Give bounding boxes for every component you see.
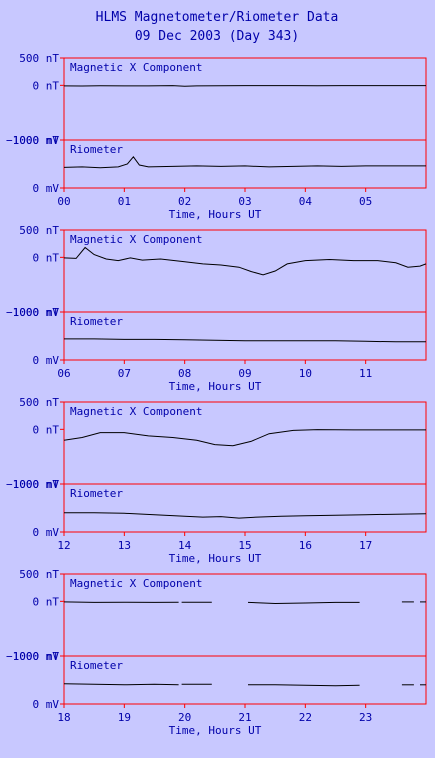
riometer-y-tick-label: 1000 mV: [13, 134, 60, 147]
riometer-y-tick-label: 1000 mV: [13, 478, 60, 491]
riometer-y-tick-label: 0 mV: [33, 182, 60, 195]
x-tick-label: 03: [238, 195, 251, 208]
mag-trace: [63, 246, 427, 276]
mag-y-tick-label: 500 nT: [19, 396, 59, 409]
riometer-series-label: Riometer: [70, 315, 123, 328]
x-tick-label: 04: [299, 195, 313, 208]
x-tick-label: 19: [118, 711, 131, 724]
chart-panels: Magnetic X Component 500 nT 0 nT −1000 nT Ri…: [6, 52, 427, 737]
riometer-trace: [64, 512, 427, 519]
mag-y-tick-label: −1000 nT: [6, 478, 59, 491]
riometer-y-tick-label: 1000 mV: [13, 306, 60, 319]
x-tick-label: 21: [238, 711, 251, 724]
riometer-series-label: Riometer: [70, 659, 123, 672]
figure-title: HLMS Magnetometer/Riometer Data: [96, 10, 339, 25]
x-axis-label: Time, Hours UT: [169, 552, 262, 565]
x-axis-label: Time, Hours UT: [169, 208, 262, 221]
mag-series-label: Magnetic X Component: [70, 233, 202, 246]
x-tick-label: 10: [299, 367, 312, 380]
mag-trace: [247, 601, 360, 605]
mag-y-tick-label: 0 nT: [33, 423, 60, 436]
x-tick-label: 15: [238, 539, 251, 552]
riometer-series-label: Riometer: [70, 487, 123, 500]
x-tick-label: 22: [299, 711, 312, 724]
x-tick-label: 13: [118, 539, 131, 552]
mag-series-label: Magnetic X Component: [70, 61, 202, 74]
chart-panel: Magnetic X Component 500 nT 0 nT −1000 nT Ri…: [6, 568, 427, 737]
x-axis-label: Time, Hours UT: [169, 724, 262, 737]
x-tick-label: 02: [178, 195, 191, 208]
x-tick-label: 06: [57, 367, 70, 380]
x-tick-label: 17: [359, 539, 372, 552]
riometer-trace: [248, 684, 360, 687]
mag-y-tick-label: 0 nT: [33, 79, 60, 92]
riometer-y-tick-label: 0 mV: [33, 354, 60, 367]
x-tick-label: 16: [299, 539, 312, 552]
figure-subtitle: 09 Dec 2003 (Day 343): [135, 29, 299, 44]
x-tick-label: 01: [118, 195, 131, 208]
riometer-y-tick-label: 1000 mV: [13, 650, 60, 663]
riometer-y-tick-label: 0 mV: [33, 698, 60, 711]
x-tick-label: 18: [57, 711, 70, 724]
mag-trace: [63, 429, 426, 447]
riometer-trace: [63, 683, 179, 686]
chart-panel: Magnetic X Component 500 nT 0 nT −1000 nT Ri…: [6, 396, 427, 565]
x-tick-label: 08: [178, 367, 191, 380]
x-tick-label: 05: [359, 195, 372, 208]
x-tick-label: 07: [118, 367, 131, 380]
mag-series-label: Magnetic X Component: [70, 405, 202, 418]
x-tick-label: 14: [178, 539, 192, 552]
mag-y-tick-label: 500 nT: [19, 52, 59, 65]
mag-y-tick-label: 500 nT: [19, 224, 59, 237]
x-tick-label: 23: [359, 711, 372, 724]
mag-y-tick-label: −1000 nT: [6, 306, 59, 319]
mag-y-tick-label: −1000 nT: [6, 650, 59, 663]
riometer-trace: [64, 338, 426, 343]
mag-trace: [63, 601, 179, 603]
x-tick-label: 12: [57, 539, 70, 552]
mag-y-tick-label: −1000 nT: [6, 134, 59, 147]
mag-y-tick-label: 0 nT: [33, 595, 60, 608]
x-tick-label: 00: [57, 195, 70, 208]
mag-series-label: Magnetic X Component: [70, 577, 202, 590]
x-axis-label: Time, Hours UT: [169, 380, 262, 393]
mag-trace: [63, 85, 426, 87]
x-tick-label: 20: [178, 711, 191, 724]
x-tick-label: 09: [238, 367, 251, 380]
riometer-y-tick-label: 0 mV: [33, 526, 60, 539]
riometer-trace: [63, 155, 426, 169]
chart-panel: Magnetic X Component 500 nT 0 nT −1000 nT Ri…: [6, 224, 427, 393]
x-tick-label: 11: [359, 367, 372, 380]
mag-y-tick-label: 0 nT: [33, 251, 60, 264]
riometer-series-label: Riometer: [70, 143, 123, 156]
chart-panel: Magnetic X Component 500 nT 0 nT −1000 nT Ri…: [6, 52, 427, 221]
mag-y-tick-label: 500 nT: [19, 568, 59, 581]
